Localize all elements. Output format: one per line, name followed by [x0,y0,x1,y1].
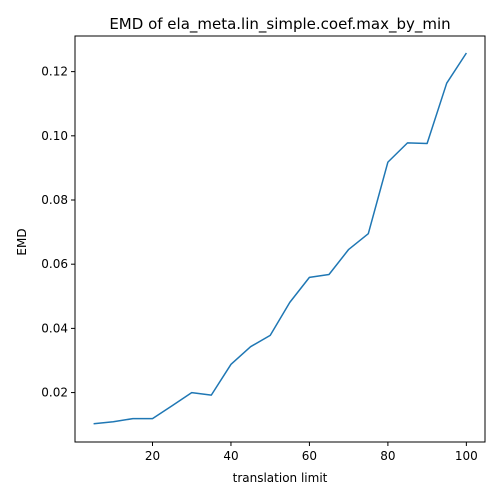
plot-area: 20 40 60 80 100 0.02 0.04 0.06 0.08 0.10 0.12 [41,35,486,463]
y-tick-label: 0.12 [41,65,68,79]
x-tick-label: 100 [455,449,478,463]
x-axis-label: translation limit [233,471,328,485]
chart-title: EMD of ela_meta.lin_simple.coef.max_by_m… [109,15,450,34]
series-line-0 [93,52,468,425]
y-axis-label: EMD [15,228,29,255]
y-tick-label: 0.04 [41,321,68,335]
y-tick-label: 0.06 [41,257,68,271]
y-tick-label: 0.08 [41,193,68,207]
x-tick-label: 40 [223,449,238,463]
y-tick-label: 0.10 [41,129,68,143]
x-tick-label: 20 [145,449,160,463]
x-tick-label: 80 [380,449,395,463]
plot-frame [74,35,486,443]
x-tick-label: 60 [302,449,317,463]
y-tick-label: 0.02 [41,386,68,400]
